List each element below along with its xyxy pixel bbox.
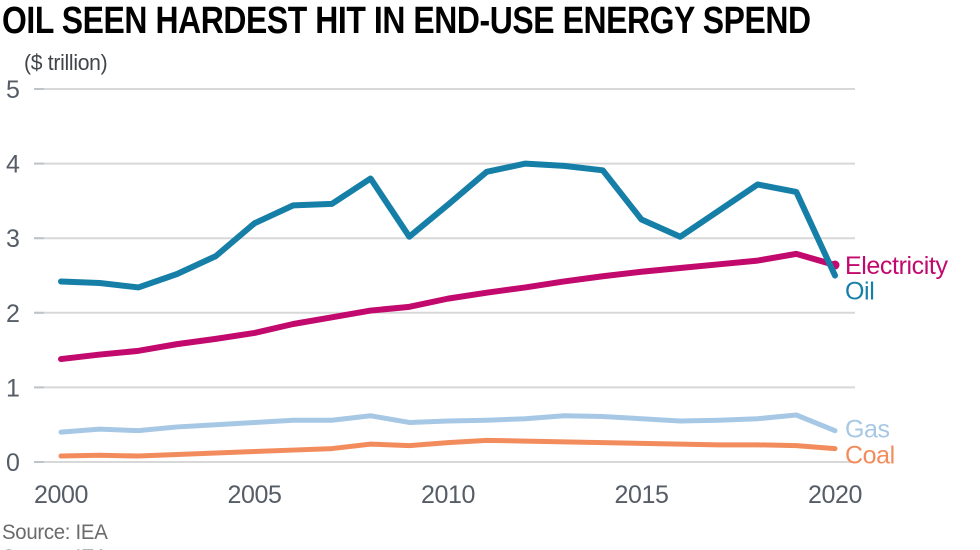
series-label-gas: Gas [845,416,890,444]
x-tick-label: 2010 [421,481,475,509]
series-lines [58,160,840,459]
y-tick-label: 1 [6,374,20,402]
source-caption-cutoff: Source: IEA [2,546,108,550]
y-tick-label: 5 [6,76,20,104]
series-line-electricity [58,250,838,363]
x-tick-label: 2015 [614,481,668,509]
y-tick-label: 2 [6,300,20,328]
y-tick-label: 0 [6,449,20,477]
y-tick-label: 3 [6,225,20,253]
series-label-electricity: Electricity [845,252,948,280]
x-tick-label: 2005 [227,481,281,509]
x-axis-tick-labels: 2000 2005 2010 2015 2020 [34,481,862,509]
y-axis-tick-labels: 0 1 2 3 4 5 [6,76,20,477]
series-line-coal [58,437,838,459]
chart-title: OIL SEEN HARDEST HIT IN END-USE ENERGY S… [2,0,811,42]
source-caption: Source: IEA [2,521,108,544]
x-tick-label: 2020 [808,481,862,509]
gridlines [34,88,855,463]
series-label-coal: Coal [845,442,895,470]
y-axis-unit-label: ($ trillion) [24,50,108,75]
y-tick-label: 4 [6,151,20,179]
series-line-gas [58,412,838,435]
x-tick-label: 2000 [34,481,88,509]
series-line-oil [58,160,838,291]
series-label-oil: Oil [845,278,874,306]
